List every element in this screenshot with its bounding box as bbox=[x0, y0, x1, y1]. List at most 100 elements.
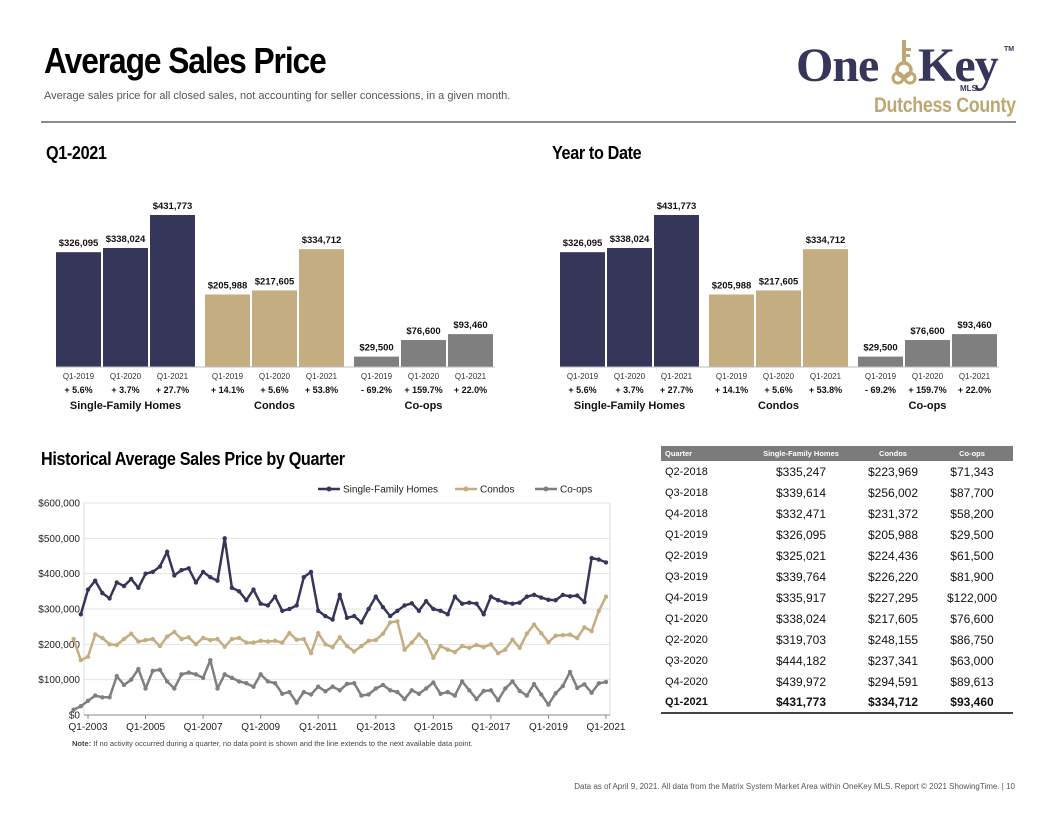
bar-change-label: + 159.7% bbox=[404, 385, 442, 395]
bar-change-label: + 22.0% bbox=[958, 385, 991, 395]
data-point-single-family-homes bbox=[287, 606, 292, 612]
data-point-co-ops bbox=[323, 689, 328, 694]
table-cell: $339,764 bbox=[775, 569, 827, 584]
table-row: Q2-2020 $319,703 $248,155 $86,750 bbox=[661, 629, 1013, 650]
data-point-condos bbox=[423, 639, 429, 644]
data-point-condos bbox=[186, 635, 191, 640]
data-point-condos bbox=[208, 637, 213, 643]
table-cell: Q3-2018 bbox=[665, 486, 708, 499]
bar-period-label: Q1-2020 bbox=[408, 372, 440, 381]
data-point-single-family-homes bbox=[438, 608, 443, 613]
data-point-co-ops bbox=[330, 684, 335, 689]
data-point-single-family-homes bbox=[596, 557, 602, 562]
data-point-co-ops bbox=[488, 688, 494, 693]
bar-single-family-homes-q1-2020 bbox=[103, 248, 148, 367]
table-cell: $29,500 bbox=[950, 527, 994, 542]
data-point-co-ops bbox=[236, 679, 242, 684]
data-point-condos bbox=[280, 640, 285, 645]
table-header-condos: Condos bbox=[855, 446, 931, 461]
table-row: Q3-2019 $339,764 $226,220 $81,900 bbox=[661, 566, 1013, 587]
data-point-single-family-homes bbox=[316, 608, 321, 613]
data-point-co-ops bbox=[222, 672, 227, 677]
data-point-condos bbox=[200, 635, 206, 641]
data-point-condos bbox=[474, 642, 479, 648]
bar-period-label: Q1-2021 bbox=[157, 372, 189, 381]
data-point-co-ops bbox=[467, 688, 472, 693]
data-point-condos bbox=[114, 642, 119, 648]
data-point-single-family-homes bbox=[114, 580, 119, 585]
bar-change-label: + 3.7% bbox=[111, 385, 139, 395]
table-cell: Q4-2018 bbox=[665, 507, 708, 520]
bar-co-ops-q1-2019 bbox=[858, 356, 903, 367]
table-cell: $217,605 bbox=[867, 611, 919, 626]
data-point-condos bbox=[316, 630, 321, 636]
data-point-condos bbox=[143, 637, 148, 643]
data-point-single-family-homes bbox=[575, 593, 580, 598]
bar-value-label: $93,460 bbox=[957, 320, 991, 331]
bar-period-label: Q1-2020 bbox=[614, 372, 646, 381]
data-point-single-family-homes bbox=[503, 600, 508, 605]
bar-change-label: + 5.6% bbox=[260, 385, 288, 395]
bar-period-label: Q1-2021 bbox=[959, 372, 991, 381]
data-point-co-ops bbox=[308, 692, 314, 697]
data-point-co-ops bbox=[114, 673, 119, 679]
data-point-single-family-homes bbox=[265, 603, 271, 608]
data-point-co-ops bbox=[351, 681, 357, 686]
bar-change-label: + 5.6% bbox=[568, 385, 596, 395]
bar-period-label: Q1-2019 bbox=[716, 372, 748, 381]
table-row: Q4-2018 $332,471 $231,372 $58,200 bbox=[661, 503, 1013, 524]
data-point-condos bbox=[287, 630, 292, 636]
data-point-single-family-homes bbox=[387, 613, 393, 619]
data-point-co-ops bbox=[589, 690, 594, 695]
data-point-condos bbox=[452, 649, 458, 655]
data-point-co-ops bbox=[107, 695, 112, 700]
data-point-co-ops bbox=[452, 693, 458, 698]
bar-value-label: $431,773 bbox=[153, 201, 193, 212]
bar-value-label: $338,024 bbox=[610, 234, 650, 245]
bar-value-label: $326,095 bbox=[59, 238, 99, 249]
data-point-condos bbox=[236, 635, 242, 641]
bar-value-label: $29,500 bbox=[359, 343, 393, 354]
table-cell: Q1-2019 bbox=[665, 528, 708, 541]
data-point-condos bbox=[215, 636, 220, 642]
series-line-single-family-homes bbox=[79, 537, 607, 624]
y-tick-label: $300,000 bbox=[38, 605, 80, 616]
bar-period-label: Q1-2019 bbox=[865, 372, 897, 381]
bar-period-label: Q1-2021 bbox=[810, 372, 842, 381]
group-label-co-ops: Co-ops bbox=[405, 400, 443, 412]
bar-period-label: Q1-2021 bbox=[306, 372, 338, 381]
data-point-condos bbox=[157, 643, 163, 649]
data-point-single-family-homes bbox=[337, 592, 343, 598]
x-tick-label: Q1-2007 bbox=[184, 722, 223, 733]
data-point-co-ops bbox=[380, 682, 386, 688]
data-point-co-ops bbox=[78, 703, 84, 709]
bar-condos-q1-2019 bbox=[709, 294, 754, 367]
data-point-single-family-homes bbox=[222, 536, 227, 541]
key-icon bbox=[891, 40, 917, 85]
table-cell: $294,591 bbox=[867, 674, 919, 689]
data-point-co-ops bbox=[208, 658, 213, 663]
table-cell: $231,372 bbox=[867, 506, 919, 521]
data-point-co-ops bbox=[474, 696, 479, 702]
x-tick-label: Q1-2017 bbox=[471, 722, 510, 733]
data-point-condos bbox=[337, 635, 343, 640]
bar-period-label: Q1-2021 bbox=[661, 372, 693, 381]
page-title: Average Sales Price bbox=[44, 40, 327, 81]
x-tick-label: Q1-2011 bbox=[299, 722, 338, 733]
data-point-single-family-homes bbox=[531, 592, 537, 598]
data-point-single-family-homes bbox=[589, 555, 594, 561]
data-point-condos bbox=[193, 642, 199, 647]
chart-note: Note: If no activity occurred during a q… bbox=[72, 739, 473, 748]
data-point-co-ops bbox=[150, 668, 155, 674]
data-point-single-family-homes bbox=[186, 566, 191, 571]
data-point-co-ops bbox=[128, 677, 134, 682]
data-point-co-ops bbox=[229, 675, 235, 681]
data-point-condos bbox=[164, 634, 170, 639]
data-point-single-family-homes bbox=[495, 597, 501, 603]
legend-label: Condos bbox=[480, 485, 514, 496]
bar-period-label: Q1-2019 bbox=[212, 372, 244, 381]
data-point-condos bbox=[128, 631, 134, 636]
bar-change-label: + 14.1% bbox=[211, 385, 244, 395]
page-footer: Data as of April 9, 2021. All data from … bbox=[574, 782, 1015, 791]
